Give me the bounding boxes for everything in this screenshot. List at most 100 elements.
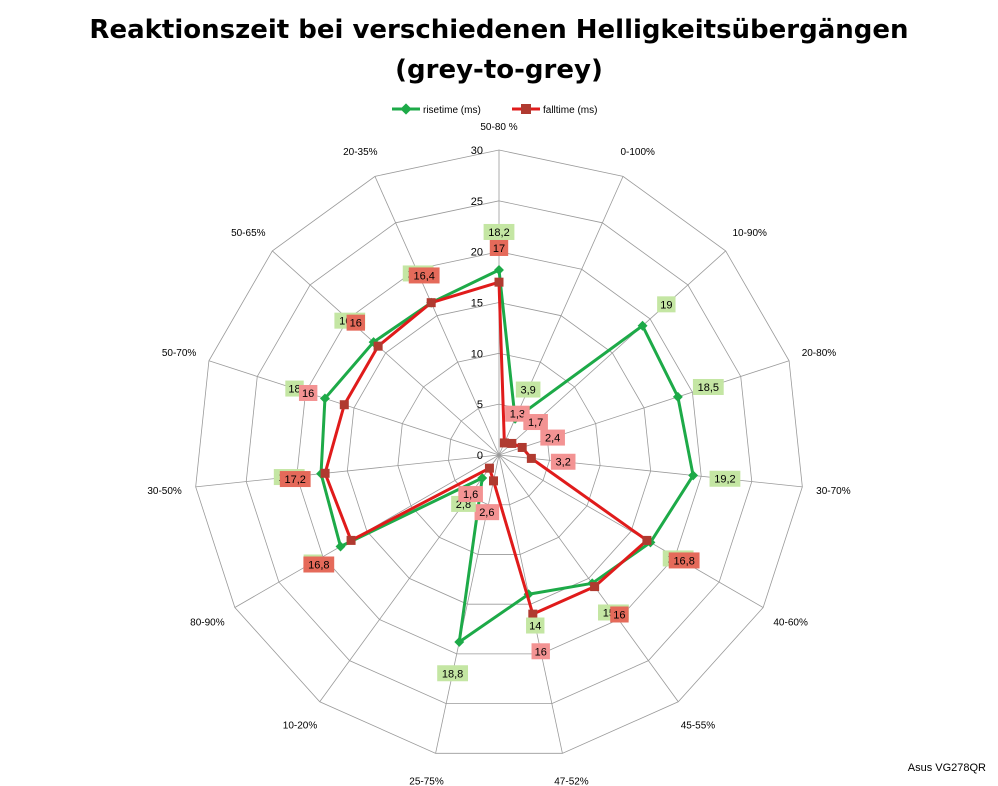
fall-value-label-bg bbox=[303, 556, 335, 573]
falltime-line bbox=[323, 280, 649, 616]
grid-ring bbox=[296, 251, 702, 655]
chart-title-line1: Reaktionszeit bei verschiedenen Helligke… bbox=[89, 15, 909, 45]
fall-value-label: 1,3 bbox=[510, 409, 525, 421]
fall-value-label: 16,8 bbox=[308, 560, 329, 572]
grid-ring bbox=[346, 302, 652, 605]
falltime-point bbox=[346, 535, 356, 545]
rise-value-label-bg bbox=[515, 381, 541, 398]
risetime-point bbox=[320, 393, 330, 404]
falltime-point bbox=[426, 298, 436, 308]
rise-value-label-bg bbox=[483, 223, 515, 240]
rise-value-label-bg bbox=[437, 665, 469, 682]
grid-ring bbox=[195, 149, 803, 754]
fall-value-label: 2,6 bbox=[479, 507, 494, 519]
rise-value-label-bg bbox=[709, 470, 741, 487]
falltime-point bbox=[484, 463, 494, 473]
risetime-point bbox=[688, 470, 699, 481]
value-labels: 18,2 17 3,9 1,3 19 1,7 18,5 2,4 19,2 3,2 17,2 16,8 1… bbox=[273, 223, 741, 682]
rise-value-label-bg bbox=[657, 296, 676, 313]
grid-spoke bbox=[498, 454, 764, 608]
category-labels: 50-80 % 0-100% 10-90% 20-80% 30-70% 40-60% 45-… bbox=[147, 122, 850, 786]
falltime-point bbox=[494, 277, 504, 287]
fall-value-label-bg bbox=[489, 239, 509, 256]
radial-tick-label: 15 bbox=[471, 298, 483, 310]
radial-tick-label: 25 bbox=[471, 196, 483, 208]
falltime-point bbox=[642, 535, 652, 545]
falltime-point bbox=[507, 438, 517, 448]
rise-value-label: 19 bbox=[660, 299, 672, 311]
rise-value-label: 18 bbox=[288, 384, 300, 396]
rise-value-label: 19,2 bbox=[714, 474, 735, 486]
grid-spoke bbox=[195, 454, 500, 488]
fall-value-label: 1,7 bbox=[528, 417, 543, 429]
fall-value-label-bg bbox=[458, 486, 483, 503]
category-label: 40-60% bbox=[773, 618, 808, 629]
fall-value-label-bg bbox=[346, 314, 366, 331]
fall-value-label: 2,4 bbox=[545, 433, 560, 445]
fall-value-label-bg bbox=[408, 267, 440, 284]
risetime-line bbox=[319, 268, 695, 644]
risetime-point bbox=[477, 473, 488, 483]
category-label: 47-52% bbox=[554, 777, 589, 786]
category-label: 50-80 % bbox=[480, 122, 517, 133]
category-label: 50-65% bbox=[231, 228, 266, 239]
falltime-point bbox=[528, 609, 538, 619]
fall-value-label: 17 bbox=[493, 243, 505, 255]
fall-value-label: 3,2 bbox=[556, 457, 571, 469]
fall-value-label: 16 bbox=[350, 318, 362, 330]
risetime-point bbox=[494, 265, 504, 275]
rise-value-label: 14 bbox=[529, 621, 541, 633]
category-label: 10-20% bbox=[283, 720, 318, 731]
rise-value-label-bg bbox=[692, 378, 724, 395]
category-label: 80-90% bbox=[190, 618, 225, 629]
falltime-point bbox=[526, 453, 536, 463]
fall-value-label-bg bbox=[540, 429, 565, 446]
falltime-point bbox=[517, 442, 527, 452]
grid-spoke bbox=[498, 454, 803, 488]
risetime-point bbox=[335, 541, 346, 552]
legend-fall-marker bbox=[521, 104, 531, 114]
category-label: 20-80% bbox=[802, 348, 837, 359]
legend-fall-label: falltime (ms) bbox=[543, 105, 597, 116]
rise-value-label: 18,8 bbox=[442, 668, 463, 680]
category-label: 50-70% bbox=[162, 348, 197, 359]
rise-value-label-bg bbox=[526, 617, 545, 634]
fall-value-label: 16 bbox=[302, 388, 314, 400]
fall-value-label-bg bbox=[298, 384, 318, 401]
radial-tick-label: 30 bbox=[471, 145, 483, 157]
fall-value-label-bg bbox=[550, 453, 576, 470]
falltime-point bbox=[373, 341, 383, 351]
chart-title-line2: (grey-to-grey) bbox=[395, 55, 603, 85]
risetime-point bbox=[637, 320, 648, 331]
legend: risetime (ms) falltime (ms) bbox=[392, 103, 597, 116]
radial-tick-label: 20 bbox=[471, 247, 483, 259]
legend-rise-marker bbox=[400, 103, 412, 115]
radial-axis-ticks: 0 5 10 15 20 25 30 bbox=[471, 145, 483, 462]
fall-value-label: 1,6 bbox=[463, 489, 478, 501]
risetime-point bbox=[672, 391, 683, 402]
fall-value-label-bg bbox=[523, 414, 548, 431]
series-lines bbox=[316, 265, 699, 647]
chart-title: Reaktionszeit bei verschiedenen Helligke… bbox=[0, 10, 998, 90]
falltime-point bbox=[339, 400, 349, 410]
rise-value-label: 18,5 bbox=[698, 382, 719, 394]
category-label: 10-90% bbox=[732, 228, 767, 239]
rise-value-label: 18,2 bbox=[488, 227, 509, 239]
fall-value-label-bg bbox=[279, 471, 311, 488]
falltime-point bbox=[489, 476, 499, 486]
falltime-point bbox=[499, 438, 509, 448]
fall-value-label-bg bbox=[531, 643, 550, 660]
fall-value-label-bg bbox=[610, 606, 629, 623]
grid-spoke bbox=[208, 360, 500, 456]
risetime-point bbox=[454, 637, 465, 647]
grid-spoke bbox=[498, 454, 679, 702]
category-label: 20-35% bbox=[343, 147, 378, 158]
fall-value-label-bg bbox=[668, 552, 700, 569]
category-label: 25-75% bbox=[409, 777, 444, 786]
grid-ring bbox=[397, 352, 601, 555]
radial-tick-label: 5 bbox=[477, 399, 483, 411]
grid-spoke bbox=[374, 176, 500, 456]
grid-spoke bbox=[272, 250, 500, 456]
fall-value-label: 16 bbox=[613, 609, 625, 621]
fall-value-label: 16,4 bbox=[413, 270, 434, 282]
